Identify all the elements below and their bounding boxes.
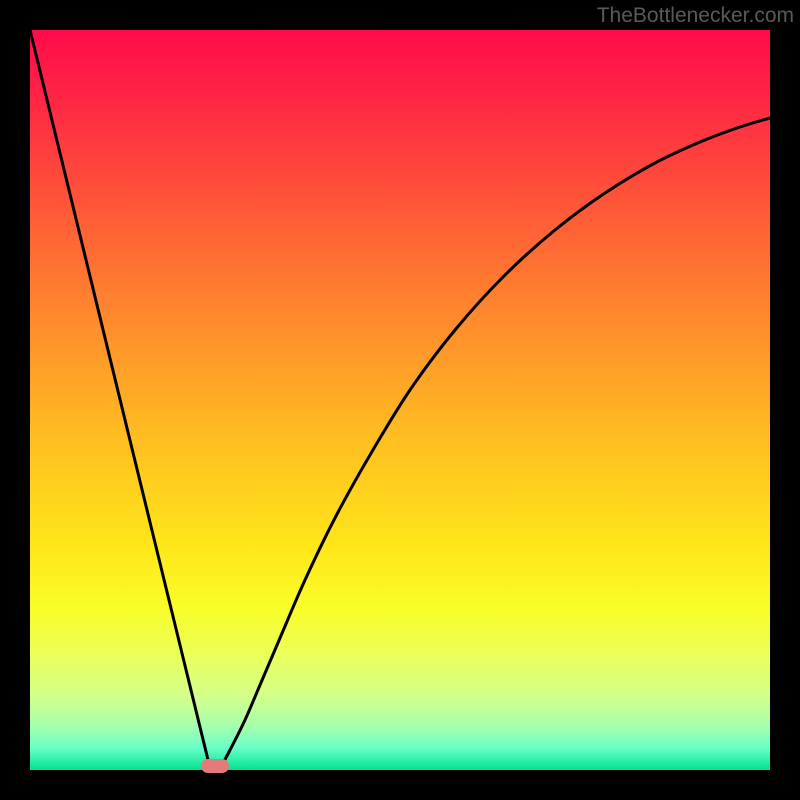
chart-container: TheBottlenecker.com: [0, 0, 800, 800]
curve-svg: [30, 30, 770, 770]
plot-area: [30, 30, 770, 770]
curve-path: [30, 30, 770, 770]
watermark-text: TheBottlenecker.com: [597, 4, 794, 28]
min-marker: [201, 759, 229, 773]
